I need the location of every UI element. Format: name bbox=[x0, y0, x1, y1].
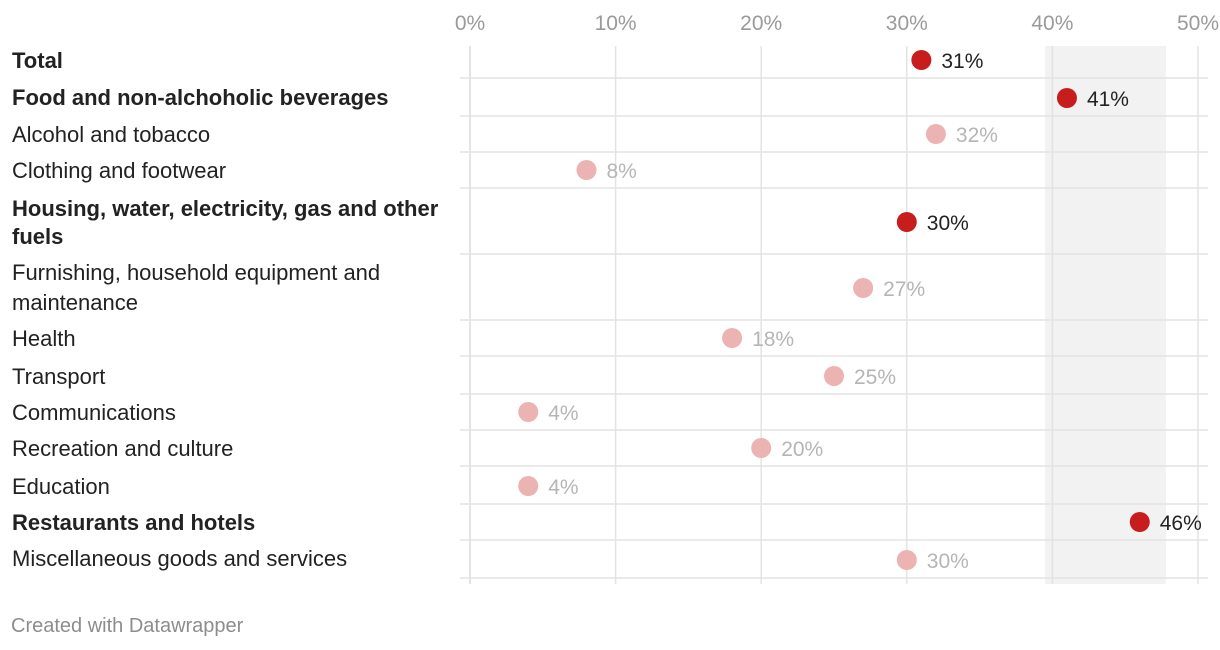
highlight-band bbox=[1045, 46, 1166, 584]
data-point bbox=[518, 476, 539, 496]
data-label: 18% bbox=[752, 328, 794, 351]
x-tick-label: 40% bbox=[1031, 12, 1073, 35]
category-label: Food and non-alchoholic beverages bbox=[12, 85, 389, 110]
category-label: Housing, water, electricity, gas and oth… bbox=[12, 196, 439, 249]
data-label: 32% bbox=[956, 124, 998, 147]
x-tick-label: 10% bbox=[595, 12, 637, 35]
x-tick-label: 50% bbox=[1177, 12, 1219, 35]
category-label-line: Recreation and culture bbox=[12, 436, 233, 461]
data-point bbox=[722, 328, 743, 348]
data-label: 41% bbox=[1087, 88, 1129, 111]
category-label: Clothing and footwear bbox=[12, 158, 226, 183]
data-point bbox=[853, 278, 874, 298]
category-label: Education bbox=[12, 474, 110, 499]
data-label: 4% bbox=[548, 402, 578, 425]
data-label: 46% bbox=[1160, 512, 1202, 535]
data-label: 27% bbox=[883, 278, 925, 301]
data-label: 25% bbox=[854, 366, 896, 389]
category-label-line: Transport bbox=[12, 364, 105, 389]
category-label-line: Communications bbox=[12, 400, 176, 425]
x-tick-label: 30% bbox=[886, 12, 928, 35]
category-label-line: Miscellaneous goods and services bbox=[12, 546, 347, 571]
footer-credit: Created with Datawrapper bbox=[11, 615, 244, 637]
data-point bbox=[896, 212, 917, 232]
data-label: 8% bbox=[606, 160, 636, 183]
category-label: Restaurants and hotels bbox=[12, 510, 255, 535]
category-label-line: Restaurants and hotels bbox=[12, 510, 255, 535]
category-label-line: Housing, water, electricity, gas and oth… bbox=[12, 196, 439, 221]
category-label: Alcohol and tobacco bbox=[12, 122, 210, 147]
category-label-line: Education bbox=[12, 474, 110, 499]
data-point bbox=[518, 402, 539, 422]
data-point bbox=[824, 366, 844, 386]
category-label-line: Food and non-alchoholic beverages bbox=[12, 85, 389, 110]
category-label-line: Clothing and footwear bbox=[12, 158, 226, 183]
category-label-line: Furnishing, household equipment and bbox=[12, 260, 380, 285]
category-label: Transport bbox=[12, 364, 105, 389]
data-label: 20% bbox=[781, 438, 823, 461]
data-point bbox=[1129, 512, 1150, 532]
category-label: Communications bbox=[12, 400, 176, 425]
data-label: 4% bbox=[548, 476, 578, 499]
category-label-line: maintenance bbox=[12, 290, 138, 315]
category-label: Health bbox=[12, 326, 76, 351]
data-point bbox=[911, 50, 932, 70]
data-point bbox=[925, 124, 946, 144]
x-tick-label: 0% bbox=[455, 12, 485, 35]
category-label-line: Health bbox=[12, 326, 76, 351]
data-point bbox=[1056, 88, 1077, 108]
data-point bbox=[751, 438, 772, 458]
category-label: Recreation and culture bbox=[12, 436, 233, 461]
category-label-line: Alcohol and tobacco bbox=[12, 122, 210, 147]
data-point bbox=[576, 160, 597, 180]
category-label-line: fuels bbox=[12, 224, 63, 249]
data-label: 30% bbox=[927, 550, 969, 573]
dot-plot-chart: 0% 10% 20% 30% 40% 50% Total Food and non-alcho… bbox=[12, 12, 1219, 584]
category-label-line: Total bbox=[12, 48, 63, 73]
data-label: 31% bbox=[941, 50, 983, 73]
x-tick-label: 20% bbox=[740, 12, 782, 35]
data-point bbox=[896, 550, 917, 570]
category-label: Furnishing, household equipment and maint… bbox=[12, 260, 380, 315]
data-label: 30% bbox=[927, 212, 969, 235]
category-label: Miscellaneous goods and services bbox=[12, 546, 347, 571]
category-label: Total bbox=[12, 48, 63, 73]
